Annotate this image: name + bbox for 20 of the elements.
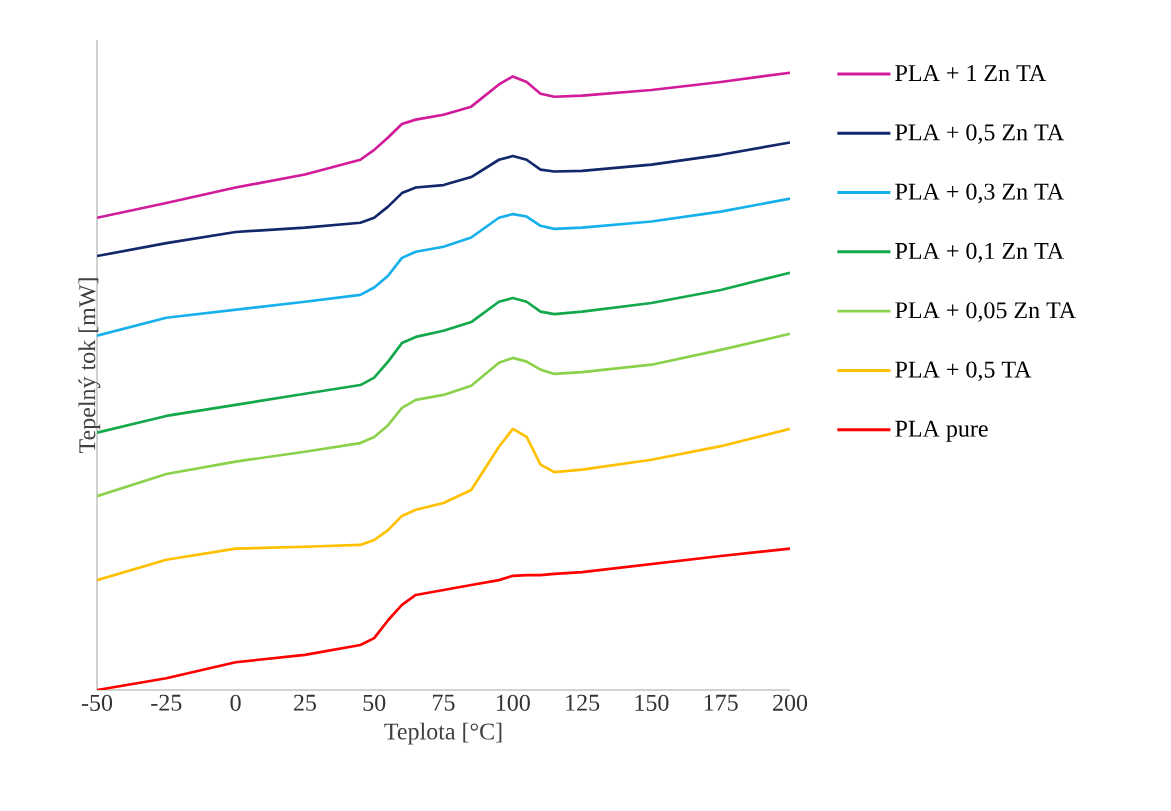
legend-label: PLA + 0,5 TA [895,361,1032,382]
x-tick-label: 25 [293,694,316,711]
x-tick-label: 175 [704,694,738,711]
x-tick-label: 125 [566,694,600,711]
x-tick-label: -50 [81,694,113,711]
legend-label: PLA + 0,3 Zn TA [895,183,1065,204]
x-tick-label: -25 [151,694,182,711]
x-axis-title: Teplota [°C] [384,722,502,745]
x-tick-label: 100 [496,694,530,711]
x-tick-label: 0 [230,694,241,711]
legend-label: PLA pure [895,420,988,442]
x-tick-label: 75 [433,694,455,711]
legend-label: PLA + 0,5 Zn TA [895,124,1065,144]
legend-label: PLA + 1 Zn TA [895,65,1047,81]
legend-label: PLA + 0,05 Zn TA [895,302,1077,322]
x-tick-label: 200 [773,694,808,711]
legend-label: PLA + 0,1 Zn TA [895,242,1065,263]
x-tick-label: 50 [363,694,386,711]
x-tick-label: 150 [635,694,669,711]
y-axis-title: Tepelný tok [mW] [78,278,101,454]
